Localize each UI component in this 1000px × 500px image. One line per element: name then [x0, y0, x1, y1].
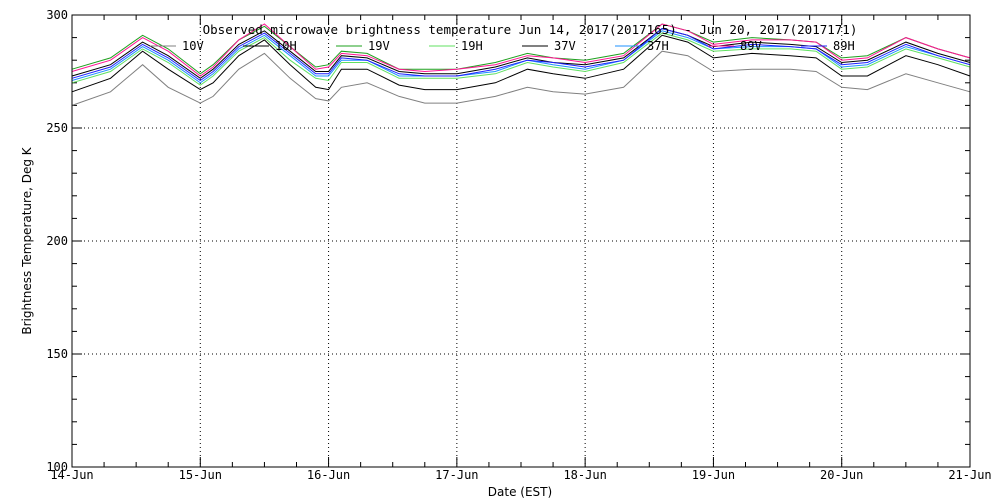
y-tick-label: 300 — [46, 8, 68, 22]
legend-label-10v: 10V — [182, 39, 204, 53]
y-tick-label: 100 — [46, 460, 68, 474]
x-tick-label: 20-Jun — [820, 468, 863, 482]
y-tick-label: 200 — [46, 234, 68, 248]
x-tick-label: 14-Jun — [50, 468, 93, 482]
x-tick-label: 18-Jun — [563, 468, 606, 482]
x-axis-label: Date (EST) — [488, 485, 552, 499]
y-tick-label: 250 — [46, 121, 68, 135]
legend-label-19h: 19H — [461, 39, 483, 53]
x-tick-label: 21-Jun — [948, 468, 991, 482]
legend-label-37v: 37V — [554, 39, 576, 53]
grid-lines — [72, 15, 970, 467]
series-line-10v — [71, 50, 971, 106]
x-tick-label: 19-Jun — [692, 468, 735, 482]
legend-label-89h: 89H — [833, 39, 855, 53]
y-tick-label: 150 — [46, 347, 68, 361]
series-line-89v — [71, 23, 971, 77]
legend-label-10h: 10H — [275, 39, 297, 53]
x-tick-label: 17-Jun — [435, 468, 478, 482]
series-line-89h — [71, 28, 971, 82]
series-line-19h — [71, 32, 971, 86]
legend-label-19v: 19V — [368, 39, 390, 53]
series-line-10h — [71, 34, 971, 93]
tick-labels: 14-Jun 15-Jun 16-Jun 17-Jun 18-Jun 19-Jun 20-J… — [46, 8, 991, 482]
legend: 10V 10H 19V 19H 37V 37H 89V 89H — [150, 39, 855, 53]
chart-title: Observed microwave brightness temperatur… — [203, 22, 858, 37]
y-axis-label: Brightness Temperature, Deg K — [20, 146, 34, 334]
x-tick-label: 15-Jun — [179, 468, 222, 482]
legend-label-89v: 89V — [740, 39, 762, 53]
plot-frame — [71, 14, 971, 468]
legend-label-37h: 37H — [647, 39, 669, 53]
x-tick-label: 16-Jun — [307, 468, 350, 482]
